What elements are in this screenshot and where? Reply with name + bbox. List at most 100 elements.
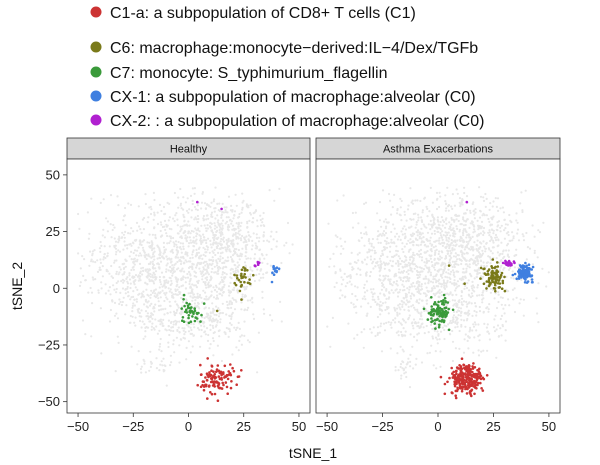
background-point xyxy=(354,305,357,308)
background-point xyxy=(501,252,504,255)
point-series-0 xyxy=(214,370,218,374)
point-series-0 xyxy=(235,383,238,387)
background-point xyxy=(454,232,457,235)
background-point xyxy=(441,326,444,329)
background-point xyxy=(460,323,463,327)
background-point xyxy=(497,290,500,294)
background-point xyxy=(454,289,457,292)
point-series-0 xyxy=(458,364,461,367)
point-series-2 xyxy=(187,316,190,320)
background-point xyxy=(178,344,181,347)
background-point xyxy=(392,281,395,284)
background-point xyxy=(333,285,336,289)
background-point xyxy=(153,227,156,230)
point-series-0 xyxy=(467,382,470,385)
background-point xyxy=(233,213,236,217)
legend-key-cx2 xyxy=(90,114,102,126)
background-point xyxy=(439,255,442,258)
background-point xyxy=(164,364,167,368)
background-point xyxy=(165,291,168,294)
background-point xyxy=(397,320,400,323)
background-point xyxy=(198,267,201,270)
background-point xyxy=(109,223,112,226)
background-point xyxy=(445,325,448,328)
background-point xyxy=(118,271,121,274)
background-point xyxy=(334,271,337,274)
point-series-0 xyxy=(213,377,217,380)
background-point xyxy=(147,317,150,320)
point-series-1 xyxy=(498,277,502,280)
background-point xyxy=(116,195,119,198)
background-point xyxy=(435,281,438,284)
background-point xyxy=(379,313,382,316)
background-point xyxy=(371,249,374,252)
background-point xyxy=(460,301,463,304)
background-point xyxy=(440,236,443,239)
background-point xyxy=(482,199,486,202)
background-point xyxy=(350,301,353,304)
background-point xyxy=(418,231,421,234)
point-series-1 xyxy=(493,287,497,290)
background-point xyxy=(418,237,421,240)
point-series-2 xyxy=(440,308,444,311)
background-point xyxy=(477,224,480,227)
background-point xyxy=(486,323,489,326)
background-point xyxy=(405,295,408,298)
background-point xyxy=(174,214,177,217)
background-point xyxy=(417,311,420,314)
background-point xyxy=(397,369,400,372)
point-series-1 xyxy=(242,266,245,269)
background-point xyxy=(198,230,201,233)
background-point xyxy=(447,261,450,264)
background-point xyxy=(497,209,500,212)
background-point xyxy=(238,233,241,236)
point-series-0 xyxy=(462,385,465,389)
background-point xyxy=(394,365,397,369)
background-point xyxy=(482,226,486,230)
background-point xyxy=(183,333,186,336)
background-point xyxy=(189,257,192,260)
point-series-0 xyxy=(477,372,481,376)
background-point xyxy=(140,231,143,234)
background-point xyxy=(451,269,455,272)
background-point xyxy=(209,312,212,315)
background-point xyxy=(169,265,172,269)
background-point xyxy=(176,224,179,227)
background-point xyxy=(228,248,231,251)
background-point xyxy=(465,319,468,322)
background-point xyxy=(114,253,118,256)
background-point xyxy=(225,326,228,330)
background-point xyxy=(114,247,118,250)
point-series-2 xyxy=(444,306,448,310)
background-point xyxy=(410,218,413,221)
background-point xyxy=(240,221,243,224)
background-point xyxy=(447,240,450,243)
point-series-2 xyxy=(187,321,191,325)
background-point xyxy=(144,335,147,338)
background-point xyxy=(459,223,462,226)
background-point xyxy=(475,243,478,247)
background-point xyxy=(244,245,247,248)
background-point xyxy=(242,199,245,202)
background-point xyxy=(370,331,373,334)
background-point xyxy=(218,247,221,250)
background-point xyxy=(178,246,181,249)
background-point xyxy=(182,232,185,235)
point-series-0 xyxy=(217,375,221,378)
background-point xyxy=(224,222,227,225)
background-point xyxy=(130,250,133,253)
point-series-0 xyxy=(462,363,466,367)
background-point xyxy=(238,339,241,342)
background-point xyxy=(196,295,199,298)
x-tick-label: −25 xyxy=(372,419,394,434)
background-point xyxy=(196,327,200,330)
background-point xyxy=(409,286,412,289)
background-point xyxy=(468,336,471,339)
background-point xyxy=(439,195,442,198)
background-point xyxy=(474,211,477,214)
background-point xyxy=(461,199,464,202)
background-point xyxy=(181,311,185,314)
point-series-0 xyxy=(210,377,214,381)
background-point xyxy=(422,268,425,271)
background-point xyxy=(237,349,240,352)
